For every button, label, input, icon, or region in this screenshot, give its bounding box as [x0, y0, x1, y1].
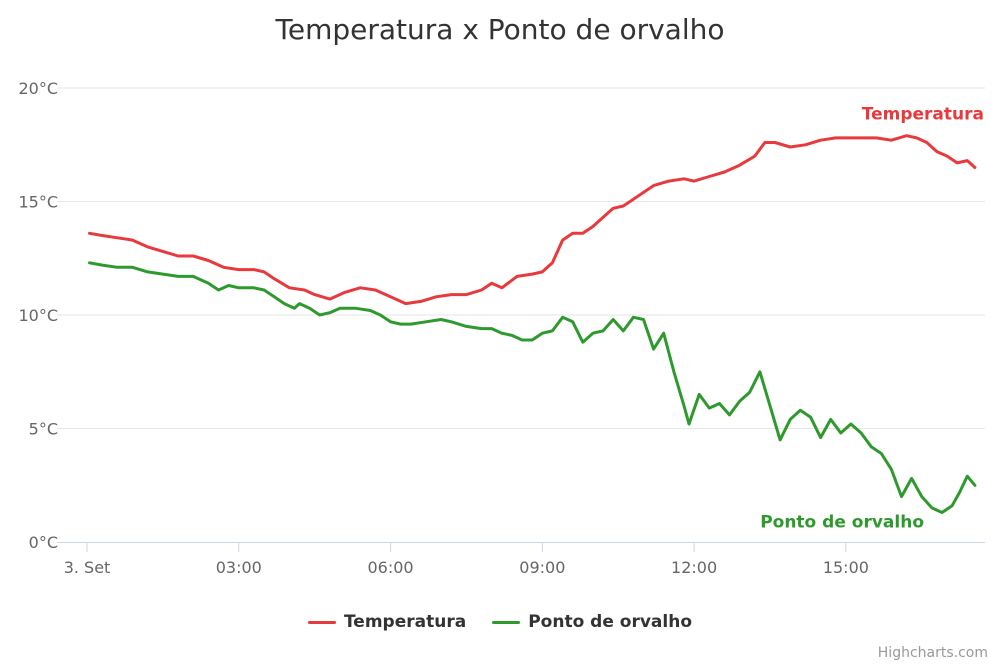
legend-label: Temperatura — [343, 612, 467, 632]
x-tick-label: 12:00 — [671, 558, 717, 577]
legend: Temperatura Ponto de orvalho — [0, 608, 1000, 636]
y-tick-label: 10°C — [18, 306, 58, 325]
y-tick-label: 20°C — [18, 79, 58, 98]
x-tick-label: 3. Set — [64, 558, 111, 577]
legend-item-temperatura[interactable]: Temperatura — [307, 612, 467, 632]
credits-link[interactable]: Highcharts.com — [877, 645, 988, 661]
series-end-label: Ponto de orvalho — [760, 512, 924, 532]
legend-label: Ponto de orvalho — [528, 612, 693, 632]
chart-title: Temperatura x Ponto de orvalho — [275, 13, 725, 46]
series-end-labels: Temperatura Ponto de orvalho — [760, 104, 984, 532]
y-tick-label: 5°C — [29, 420, 58, 439]
series-end-label: Temperatura — [862, 104, 984, 124]
grid-lines — [57, 87, 985, 429]
y-axis-labels: 0°C 5°C 10°C 15°C 20°C — [18, 79, 58, 552]
series-line-ponto-de-orvalho[interactable] — [88, 261, 977, 514]
legend-line-symbol — [492, 620, 521, 624]
legend-line-symbol — [307, 620, 336, 624]
series-line-temperatura[interactable] — [88, 134, 977, 306]
x-axis: 3. Set 03:00 06:00 09:00 12:00 15:00 — [57, 542, 985, 577]
x-tick-label: 06:00 — [367, 558, 413, 577]
legend-item-ponto-de-orvalho[interactable]: Ponto de orvalho — [492, 612, 692, 632]
x-tick-label: 03:00 — [216, 558, 262, 577]
x-tick-label: 09:00 — [519, 558, 565, 577]
series-lines — [88, 134, 977, 514]
y-tick-label: 15°C — [18, 193, 58, 212]
y-tick-label: 0°C — [29, 533, 58, 552]
x-tick-label: 15:00 — [823, 558, 869, 577]
